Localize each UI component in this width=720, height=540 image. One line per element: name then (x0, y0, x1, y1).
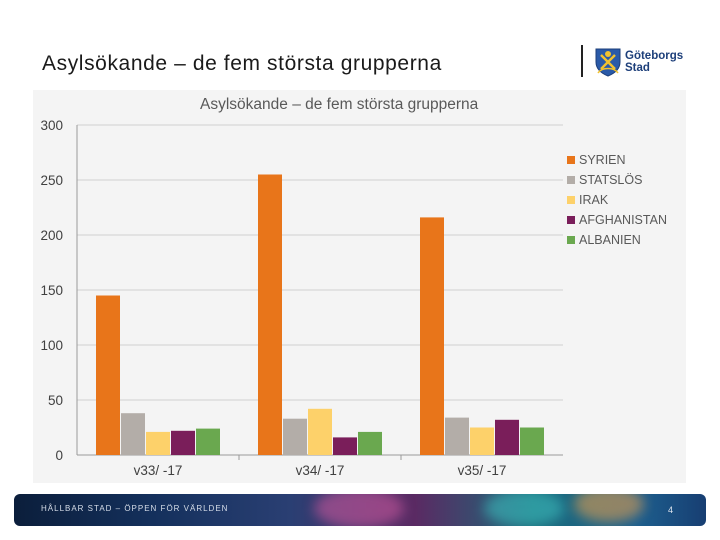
legend-label: ALBANIEN (579, 233, 641, 247)
legend-swatch (567, 156, 575, 164)
bar-afghanistan (333, 437, 357, 455)
bar-statslös (445, 417, 469, 455)
chart-panel: Asylsökande – de fem största grupperna 0 5… (33, 90, 686, 483)
logo-text-line2: Stad (625, 62, 650, 74)
legend-swatch (567, 236, 575, 244)
footer-banner: HÅLLBAR STAD – ÖPPEN FÖR VÄRLDEN 4 (14, 494, 706, 526)
y-tick-label: 150 (40, 283, 63, 298)
y-tick-label: 300 (40, 118, 63, 133)
x-tick-label: v35/ -17 (458, 463, 507, 478)
bar-statslös (121, 413, 145, 455)
legend-swatch (567, 196, 575, 204)
legend-label: IRAK (579, 193, 609, 207)
bar-syrien (96, 295, 120, 455)
city-crest-icon (595, 48, 621, 77)
bar-afghanistan (171, 430, 195, 455)
legend-label: STATSLÖS (579, 173, 642, 187)
goteborgs-stad-logo: Göteborgs Stad (594, 47, 690, 79)
legend-label: AFGHANISTAN (579, 213, 667, 227)
logo-text-line1: Göteborgs (625, 50, 684, 62)
y-tick-label: 50 (48, 393, 63, 408)
bar-syrien (258, 174, 282, 455)
bar-albanien (196, 428, 220, 455)
legend-swatch (567, 176, 575, 184)
bar-albanien (358, 431, 382, 455)
y-tick-label: 100 (40, 338, 63, 353)
y-tick-label: 0 (55, 448, 63, 463)
header-divider (581, 45, 583, 77)
chart-title: Asylsökande – de fem största grupperna (200, 96, 479, 113)
x-tick-label: v34/ -17 (296, 463, 345, 478)
y-tick-label: 250 (40, 173, 63, 188)
bar-chart: Asylsökande – de fem största grupperna 0 5… (40, 96, 667, 478)
y-tick-label: 200 (40, 228, 63, 243)
bar-albanien (520, 427, 544, 455)
bar-statslös (283, 418, 307, 455)
bar-afghanistan (495, 419, 519, 455)
logo-text: Göteborgs Stad (625, 50, 683, 74)
legend-swatch (567, 216, 575, 224)
bar-irak (470, 427, 494, 455)
page-number: 4 (667, 505, 673, 515)
footer-text: HÅLLBAR STAD – ÖPPEN FÖR VÄRLDEN (41, 504, 229, 513)
bar-syrien (420, 217, 444, 455)
bar-irak (146, 431, 170, 455)
bar-irak (308, 408, 332, 455)
legend-label: SYRIEN (579, 153, 626, 167)
slide-title: Asylsökande – de fem största grupperna (42, 52, 442, 75)
x-tick-label: v33/ -17 (134, 463, 183, 478)
